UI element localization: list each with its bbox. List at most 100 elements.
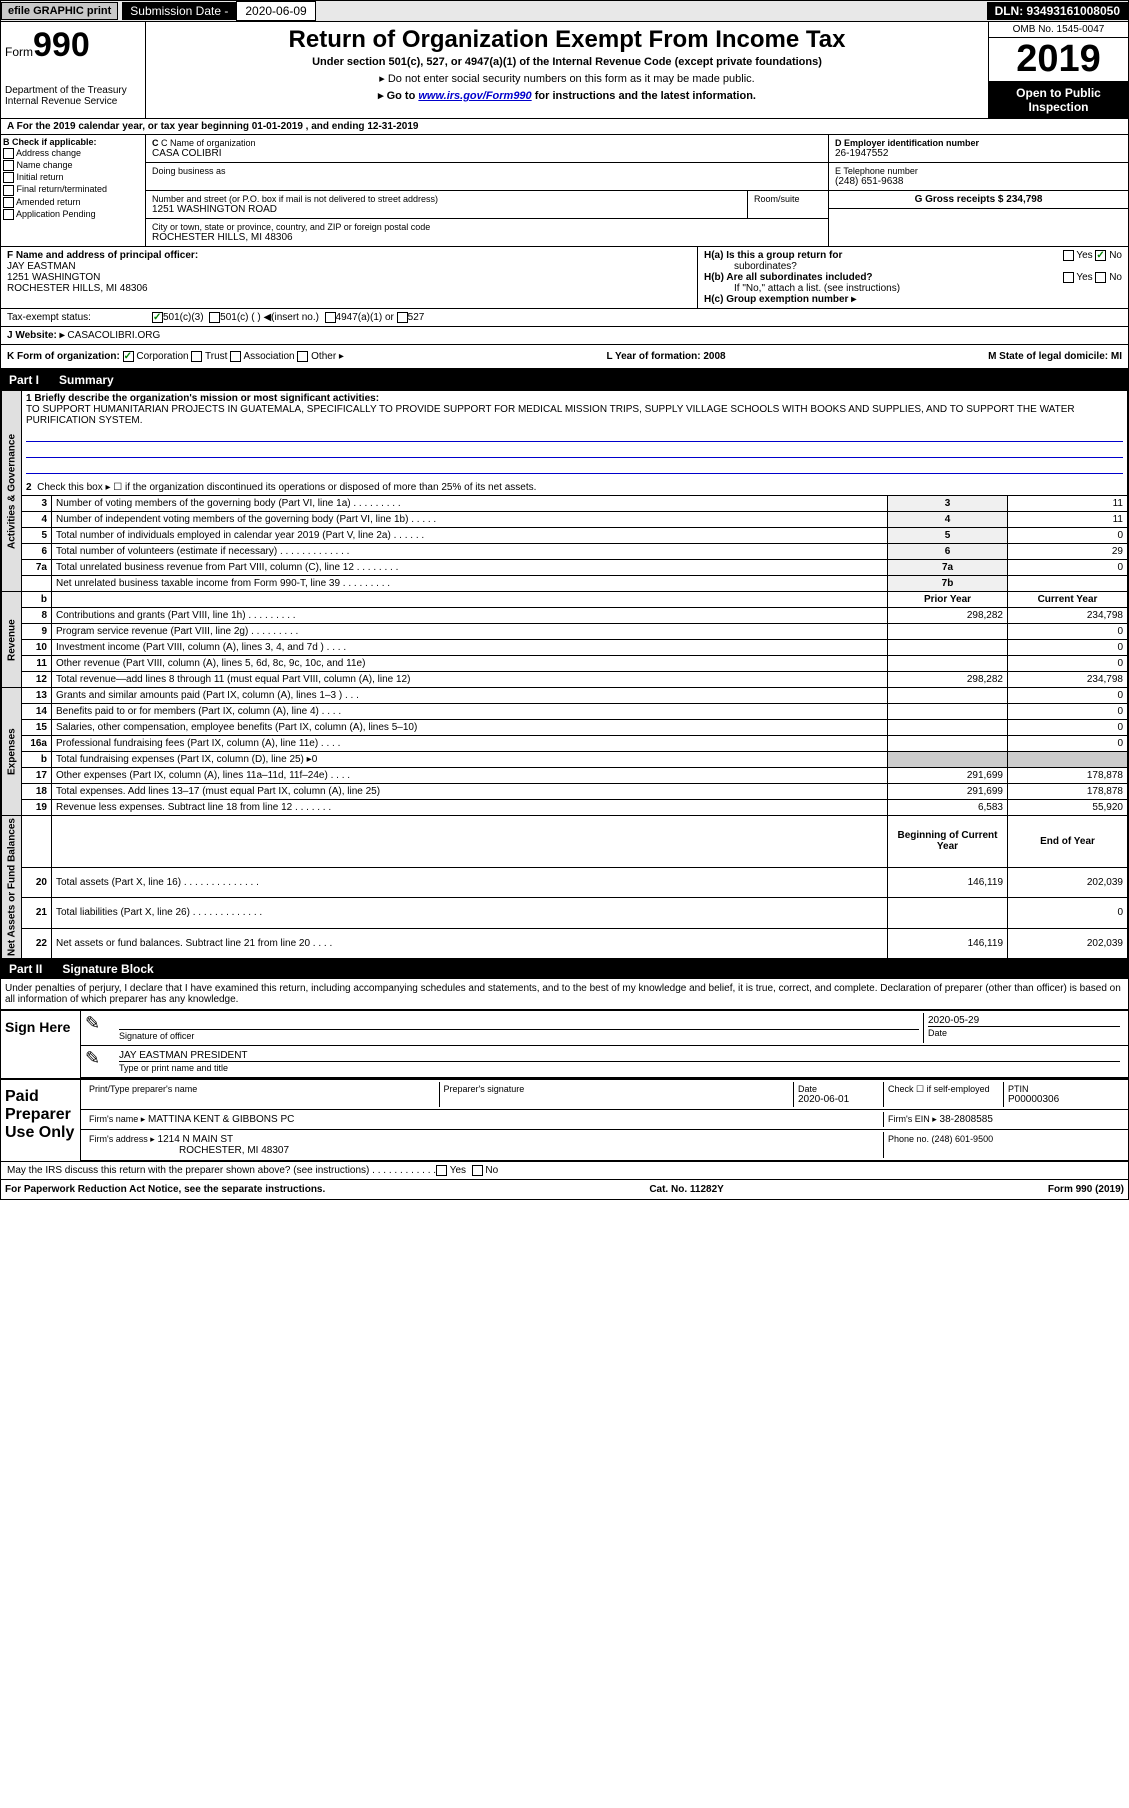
chk-501c3[interactable] xyxy=(152,312,163,323)
table-row: 6Total number of volunteers (estimate if… xyxy=(2,544,1128,560)
irs-link[interactable]: www.irs.gov/Form990 xyxy=(418,90,531,102)
instruction-1: ▸ Do not enter social security numbers o… xyxy=(150,72,984,85)
addr-cell: Number and street (or P.O. box if mail i… xyxy=(146,191,748,218)
f-addr1: 1251 WASHINGTON xyxy=(7,272,691,283)
chk-initial-return[interactable]: Initial return xyxy=(3,172,143,183)
end-year-head: End of Year xyxy=(1008,816,1128,867)
paid-right: Print/Type preparer's name Preparer's si… xyxy=(81,1080,1128,1161)
begin-year-head: Beginning of Current Year xyxy=(888,816,1008,867)
dept-treasury: Department of the Treasury xyxy=(5,85,141,96)
table-row: 22Net assets or fund balances. Subtract … xyxy=(2,928,1128,959)
mission-line-3 xyxy=(26,460,1123,474)
part-ii-num: Part II xyxy=(9,962,42,976)
table-row: 3Number of voting members of the governi… xyxy=(2,496,1128,512)
section-c: C C Name of organization CASA COLIBRI Do… xyxy=(146,135,828,246)
form-subtitle: Under section 501(c), 527, or 4947(a)(1)… xyxy=(150,56,984,68)
phone-row: E Telephone number (248) 651-9638 xyxy=(829,163,1128,191)
firm-phone-cell: Phone no. (248) 601-9500 xyxy=(884,1132,1124,1158)
gov-section: Activities & Governance 1 Briefly descri… xyxy=(2,391,1128,496)
current-year-head: Current Year xyxy=(1008,592,1128,608)
date-label: Date xyxy=(928,1026,1120,1038)
tax-year: 2019 xyxy=(989,38,1128,82)
public-line2: Inspection xyxy=(993,100,1124,114)
chk-assoc[interactable] xyxy=(230,351,241,362)
dba-val xyxy=(152,176,822,187)
addr-label: Number and street (or P.O. box if mail i… xyxy=(152,194,741,204)
instruction-2: ▸ Go to www.irs.gov/Form990 for instruct… xyxy=(150,89,984,102)
website-row: J Website: ▸ CASACOLIBRI.ORG xyxy=(1,327,1128,345)
prep-check-cell: Check ☐ if self-employed xyxy=(884,1082,1004,1107)
sign-here-label: Sign Here xyxy=(1,1011,81,1078)
table-row: 19Revenue less expenses. Subtract line 1… xyxy=(2,800,1128,816)
prep-name-cell: Print/Type preparer's name xyxy=(85,1082,440,1107)
e-label: E Telephone number xyxy=(835,166,1122,176)
submission-date-label: Submission Date - xyxy=(122,2,236,20)
chk-527[interactable] xyxy=(397,312,408,323)
vert-gov: Activities & Governance xyxy=(2,391,22,592)
chk-address-change[interactable]: Address change xyxy=(3,148,143,159)
section-a: B Check if applicable: Address change Na… xyxy=(1,135,1128,247)
firm-ein-cell: Firm's EIN ▸ 38-2808585 xyxy=(884,1112,1124,1127)
top-bar: efile GRAPHIC print Submission Date - 20… xyxy=(1,1,1128,22)
form-header: Form990 Department of the Treasury Inter… xyxy=(1,22,1128,119)
line-a: A For the 2019 calendar year, or tax yea… xyxy=(1,119,1128,135)
header-center: Return of Organization Exempt From Incom… xyxy=(146,22,988,118)
table-row: 16aProfessional fundraising fees (Part I… xyxy=(2,736,1128,752)
form-word: Form xyxy=(5,45,33,59)
ptin-cell: PTINP00000306 xyxy=(1004,1082,1124,1107)
chk-name-change[interactable]: Name change xyxy=(3,160,143,171)
chk-corp[interactable] xyxy=(123,351,134,362)
hb-label: H(b) Are all subordinates included? xyxy=(704,272,873,283)
chk-amended[interactable]: Amended return xyxy=(3,197,143,208)
chk-other[interactable] xyxy=(297,351,308,362)
instr2-post: for instructions and the latest informat… xyxy=(532,90,756,102)
mission-line-1 xyxy=(26,428,1123,442)
table-row: 14Benefits paid to or for members (Part … xyxy=(2,704,1128,720)
website-val: CASACOLIBRI.ORG xyxy=(67,330,160,341)
room-cell: Room/suite xyxy=(748,191,828,218)
m-label: M State of legal domicile: MI xyxy=(988,351,1122,362)
paid-label: Paid Preparer Use Only xyxy=(1,1080,81,1161)
chk-final-return[interactable]: Final return/terminated xyxy=(3,184,143,195)
form-num: 990 xyxy=(33,26,90,64)
ha-label: H(a) Is this a group return for xyxy=(704,250,842,261)
chk-trust[interactable] xyxy=(191,351,202,362)
sig-row-1: ✎ Signature of officer 2020-05-29 Date xyxy=(81,1011,1128,1046)
may-irs-row: May the IRS discuss this return with the… xyxy=(1,1161,1128,1180)
name-title-cell: JAY EASTMAN PRESIDENT Type or print name… xyxy=(115,1048,1124,1075)
table-row: 12Total revenue—add lines 8 through 11 (… xyxy=(2,672,1128,688)
section-h: H(a) Is this a group return for Yes No s… xyxy=(698,247,1128,308)
firm-addr-cell: Firm's address ▸ 1214 N MAIN ST ROCHESTE… xyxy=(85,1132,884,1158)
chk-501c[interactable] xyxy=(209,312,220,323)
prep-row-3: Firm's address ▸ 1214 N MAIN ST ROCHESTE… xyxy=(81,1130,1128,1161)
footer-left: For Paperwork Reduction Act Notice, see … xyxy=(5,1184,325,1195)
header-left: Form990 Department of the Treasury Inter… xyxy=(1,22,146,118)
part-ii-title: Signature Block xyxy=(62,962,153,976)
table-row: 20Total assets (Part X, line 16) . . . .… xyxy=(2,867,1128,898)
line1-label: 1 Briefly describe the organization's mi… xyxy=(26,393,1123,404)
header-right: OMB No. 1545-0047 2019 Open to Public In… xyxy=(988,22,1128,118)
table-row: 9Program service revenue (Part VIII, lin… xyxy=(2,624,1128,640)
prep-row-1: Print/Type preparer's name Preparer's si… xyxy=(81,1080,1128,1110)
chk-pending[interactable]: Application Pending xyxy=(3,209,143,220)
efile-print-button[interactable]: efile GRAPHIC print xyxy=(1,2,118,20)
sig-officer-cell: Signature of officer xyxy=(115,1013,924,1043)
sig-blank xyxy=(119,1015,919,1029)
footer-right: Form 990 (2019) xyxy=(1048,1184,1124,1195)
chk-4947[interactable] xyxy=(325,312,336,323)
name-title: JAY EASTMAN PRESIDENT xyxy=(119,1050,1120,1061)
hc-row: H(c) Group exemption number ▸ xyxy=(704,294,1122,305)
may-irs-yn: Yes No xyxy=(436,1165,498,1176)
prep-date-cell: Date2020-06-01 xyxy=(794,1082,884,1107)
dba-row: Doing business as xyxy=(146,163,828,191)
addr-val: 1251 WASHINGTON ROAD xyxy=(152,204,741,215)
vert-rev: Revenue xyxy=(2,592,22,688)
instr2-pre: ▸ Go to xyxy=(378,90,418,102)
name-title-label: Type or print name and title xyxy=(119,1061,1120,1073)
f-name: JAY EASTMAN xyxy=(7,261,691,272)
sig-arrow-icon-2: ✎ xyxy=(85,1048,115,1075)
open-public: Open to Public Inspection xyxy=(989,82,1128,118)
hc-label: H(c) Group exemption number ▸ xyxy=(704,294,856,305)
prior-year-head: Prior Year xyxy=(888,592,1008,608)
exp-section: Expenses 13Grants and similar amounts pa… xyxy=(2,688,1128,704)
